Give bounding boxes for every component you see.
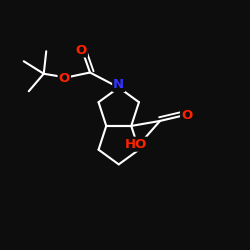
Text: N: N xyxy=(113,78,124,91)
Text: O: O xyxy=(58,72,70,85)
Text: HO: HO xyxy=(124,138,147,151)
Text: O: O xyxy=(181,109,192,122)
Text: O: O xyxy=(76,44,87,57)
